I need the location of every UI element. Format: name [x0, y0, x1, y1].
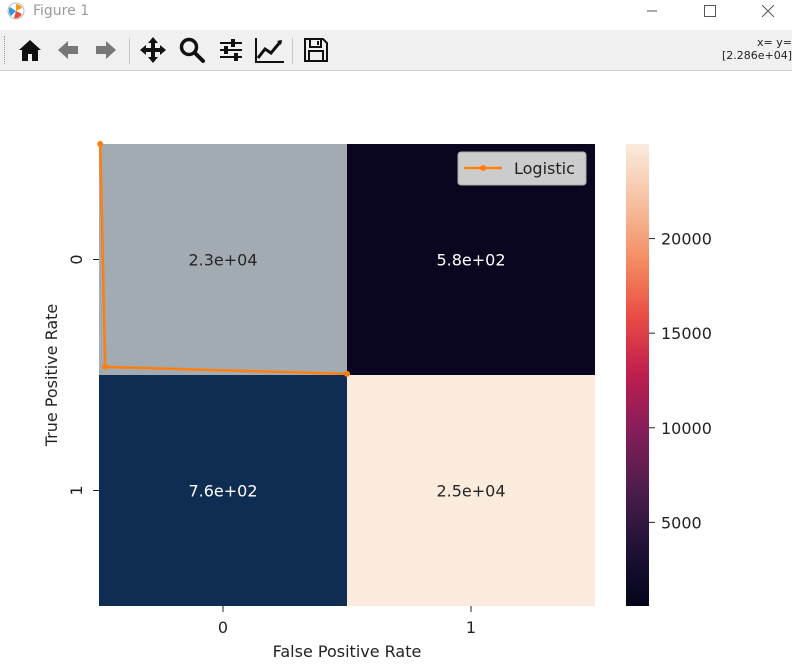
legend-box: [457, 151, 587, 186]
x-tick-label: 1: [466, 618, 476, 637]
close-icon: [762, 5, 774, 17]
cell-value-label: 7.6e+02: [188, 482, 257, 501]
roc-point: [97, 141, 104, 147]
y-tick-label: 1: [67, 485, 86, 495]
subplots-button[interactable]: [215, 34, 247, 66]
forward-button[interactable]: [90, 34, 122, 66]
toolbar-separator: [292, 38, 293, 64]
figure-canvas[interactable]: 2.3e+04 5.8e+02 7.6e+02 2.5e+04 0 1 0 1 False …: [0, 71, 792, 670]
matplotlib-logo-icon: [7, 2, 25, 20]
colorbar-tick-label: 20000: [661, 230, 712, 249]
heatmap-cell: [347, 375, 595, 606]
back-button[interactable]: [52, 34, 84, 66]
cell-value-label: 2.5e+04: [436, 482, 505, 501]
toolbar-grip: [4, 36, 7, 64]
back-arrow-icon: [58, 41, 78, 59]
toolbar-separator: [129, 38, 130, 64]
cell-labels: 2.3e+04 5.8e+02 7.6e+02 2.5e+04: [188, 251, 505, 501]
window-title: Figure 1: [33, 3, 90, 19]
heatmap-cells: [99, 144, 595, 606]
cursor-coordinates: x= y= [2.286e+04]: [722, 36, 792, 62]
roc-line-series: [97, 141, 350, 377]
edit-axis-button[interactable]: [254, 34, 286, 66]
coords-line-1: x= y=: [757, 36, 792, 49]
save-button[interactable]: [300, 34, 332, 66]
subplots-icon: [220, 39, 242, 61]
edit-axis-icon: [255, 38, 284, 63]
colorbar: [626, 144, 649, 606]
colorbar-ticks: 5000 10000 15000 20000: [649, 230, 712, 532]
heatmap-cell: [99, 144, 347, 375]
legend-label: Logistic: [514, 159, 575, 178]
y-axis-label: True Positive Rate: [42, 304, 61, 448]
colorbar-tick-label: 10000: [661, 419, 712, 438]
title-bar: Figure 1: [0, 0, 792, 22]
y-tick-label: 0: [67, 254, 86, 264]
minimize-icon: [647, 10, 657, 12]
legend-point-marker: [480, 165, 486, 171]
close-button[interactable]: [748, 0, 788, 22]
home-icon: [19, 40, 41, 61]
pan-button[interactable]: [137, 34, 169, 66]
cell-value-label: 5.8e+02: [436, 251, 505, 270]
roc-point: [344, 370, 350, 377]
maximize-icon: [704, 5, 716, 17]
zoom-icon: [179, 37, 205, 63]
x-tick-label: 0: [218, 618, 228, 637]
zoom-button[interactable]: [176, 34, 208, 66]
x-axis-label: False Positive Rate: [273, 642, 422, 661]
maximize-button[interactable]: [690, 0, 730, 22]
roc-point: [102, 363, 109, 370]
legend: Logistic: [457, 151, 587, 186]
cell-value-label: 2.3e+04: [188, 251, 257, 270]
axis-ticks: 0 1 0 1: [67, 254, 476, 637]
save-icon: [304, 38, 328, 62]
colorbar-tick-label: 15000: [661, 324, 712, 343]
pan-icon: [140, 37, 166, 63]
minimize-button[interactable]: [632, 0, 672, 22]
home-button[interactable]: [14, 34, 46, 66]
navigation-toolbar: x= y= [2.286e+04]: [0, 30, 792, 71]
coords-line-2: [2.286e+04]: [721, 49, 792, 62]
forward-arrow-icon: [96, 41, 116, 59]
heatmap-cell: [99, 375, 347, 606]
colorbar-tick-label: 5000: [661, 513, 702, 532]
